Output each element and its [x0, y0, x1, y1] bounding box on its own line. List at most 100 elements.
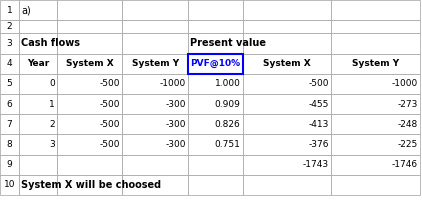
Text: System Y: System Y: [132, 59, 179, 68]
Bar: [0, 74, 19, 94]
Bar: [188, 175, 243, 195]
Text: Present value: Present value: [190, 38, 266, 48]
Bar: [122, 155, 188, 175]
Text: -300: -300: [165, 140, 186, 149]
Bar: [19, 20, 57, 33]
Bar: [188, 20, 243, 33]
Bar: [0, 54, 19, 74]
Bar: [19, 114, 57, 134]
Bar: [331, 114, 420, 134]
Text: -1743: -1743: [303, 160, 329, 169]
Bar: [188, 54, 243, 74]
Text: 2: 2: [49, 120, 55, 129]
Bar: [122, 94, 188, 114]
Bar: [331, 175, 420, 195]
Bar: [331, 94, 420, 114]
Bar: [122, 74, 188, 94]
Bar: [57, 33, 122, 54]
Bar: [122, 33, 188, 54]
Bar: [243, 94, 331, 114]
Bar: [57, 94, 122, 114]
Text: System X: System X: [263, 59, 311, 68]
Text: a): a): [21, 5, 31, 15]
Bar: [19, 54, 57, 74]
Bar: [0, 134, 19, 155]
Bar: [57, 134, 122, 155]
Text: 3: 3: [7, 39, 12, 48]
Text: 6: 6: [7, 100, 12, 108]
Text: 1: 1: [7, 6, 12, 15]
Bar: [243, 20, 331, 33]
Text: -1000: -1000: [160, 79, 186, 88]
Bar: [19, 74, 57, 94]
Text: 4: 4: [7, 59, 12, 68]
Text: 3: 3: [49, 140, 55, 149]
Bar: [243, 114, 331, 134]
Bar: [0, 33, 19, 54]
Text: -500: -500: [100, 140, 120, 149]
Bar: [57, 155, 122, 175]
Text: -1746: -1746: [392, 160, 418, 169]
Text: 0: 0: [49, 79, 55, 88]
Bar: [122, 114, 188, 134]
Text: -500: -500: [308, 79, 329, 88]
Text: 10: 10: [4, 180, 15, 189]
Bar: [188, 114, 243, 134]
Bar: [188, 54, 243, 74]
Text: -500: -500: [100, 79, 120, 88]
Bar: [19, 155, 57, 175]
Bar: [57, 0, 122, 20]
Text: 7: 7: [7, 120, 12, 129]
Text: System Y: System Y: [352, 59, 399, 68]
Bar: [19, 175, 57, 195]
Bar: [188, 94, 243, 114]
Bar: [243, 74, 331, 94]
Bar: [57, 54, 122, 74]
Text: 1.000: 1.000: [215, 79, 241, 88]
Bar: [188, 33, 243, 54]
Bar: [122, 0, 188, 20]
Bar: [331, 20, 420, 33]
Bar: [57, 20, 122, 33]
Bar: [188, 0, 243, 20]
Text: PVF@10%: PVF@10%: [190, 59, 240, 68]
Bar: [0, 155, 19, 175]
Bar: [0, 175, 19, 195]
Bar: [243, 0, 331, 20]
Bar: [331, 134, 420, 155]
Text: 0.751: 0.751: [215, 140, 241, 149]
Text: -376: -376: [308, 140, 329, 149]
Bar: [331, 33, 420, 54]
Bar: [57, 74, 122, 94]
Text: 9: 9: [7, 160, 12, 169]
Bar: [243, 134, 331, 155]
Bar: [19, 0, 57, 20]
Text: -300: -300: [165, 100, 186, 108]
Bar: [0, 0, 19, 20]
Text: 0.826: 0.826: [215, 120, 241, 129]
Bar: [19, 134, 57, 155]
Text: 1: 1: [49, 100, 55, 108]
Bar: [122, 20, 188, 33]
Text: 2: 2: [7, 22, 12, 31]
Bar: [331, 74, 420, 94]
Bar: [122, 134, 188, 155]
Text: -225: -225: [398, 140, 418, 149]
Text: -300: -300: [165, 120, 186, 129]
Bar: [122, 54, 188, 74]
Bar: [19, 33, 57, 54]
Text: 5: 5: [7, 79, 12, 88]
Bar: [243, 175, 331, 195]
Bar: [243, 155, 331, 175]
Text: -248: -248: [398, 120, 418, 129]
Text: 8: 8: [7, 140, 12, 149]
Bar: [0, 94, 19, 114]
Text: Cash flows: Cash flows: [21, 38, 80, 48]
Bar: [243, 54, 331, 74]
Text: -273: -273: [398, 100, 418, 108]
Bar: [0, 114, 19, 134]
Text: -1000: -1000: [392, 79, 418, 88]
Text: -455: -455: [309, 100, 329, 108]
Text: -500: -500: [100, 100, 120, 108]
Text: PVF@10%: PVF@10%: [190, 59, 240, 68]
